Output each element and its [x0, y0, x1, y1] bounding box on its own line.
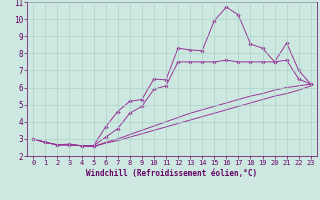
X-axis label: Windchill (Refroidissement éolien,°C): Windchill (Refroidissement éolien,°C) [86, 169, 258, 178]
